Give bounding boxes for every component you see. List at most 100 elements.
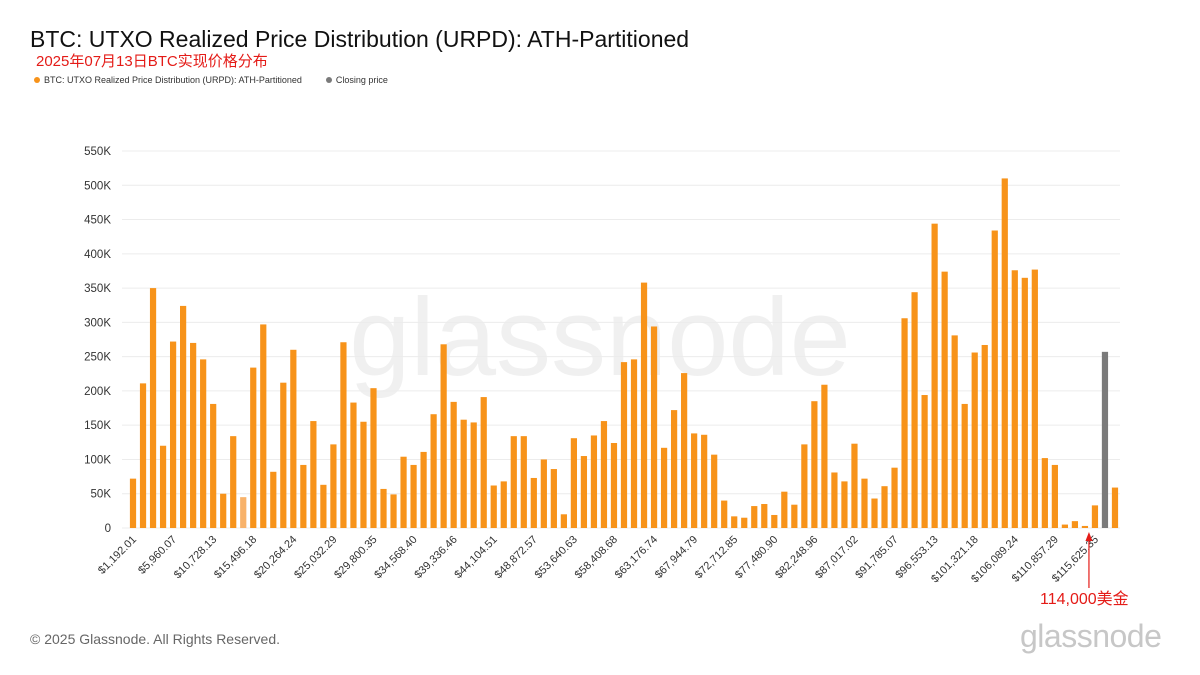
bar[interactable] xyxy=(560,514,567,528)
bar[interactable] xyxy=(691,433,698,528)
bar[interactable] xyxy=(620,362,628,528)
bar[interactable] xyxy=(490,485,497,528)
bar[interactable] xyxy=(470,422,477,528)
bar[interactable] xyxy=(200,359,207,528)
bar[interactable] xyxy=(1111,487,1119,528)
bar[interactable] xyxy=(320,484,327,528)
bar[interactable] xyxy=(1091,505,1099,528)
bar[interactable] xyxy=(991,230,998,528)
bar[interactable] xyxy=(801,444,808,528)
bar[interactable] xyxy=(580,456,588,528)
bar[interactable] xyxy=(961,403,968,528)
legend-item-urpd[interactable]: BTC: UTXO Realized Price Distribution (U… xyxy=(34,75,302,85)
bar[interactable] xyxy=(350,402,357,528)
bar[interactable] xyxy=(260,324,267,528)
bar[interactable] xyxy=(1021,277,1028,528)
bar[interactable] xyxy=(159,445,167,528)
bar[interactable] xyxy=(610,443,618,528)
bar[interactable] xyxy=(480,397,487,528)
bar[interactable] xyxy=(951,335,958,528)
bar[interactable] xyxy=(781,491,788,528)
bar[interactable] xyxy=(881,486,888,528)
bar[interactable] xyxy=(270,471,277,528)
bar[interactable] xyxy=(751,506,758,528)
bar[interactable] xyxy=(721,500,728,528)
closing-price-bar[interactable] xyxy=(1101,351,1109,528)
bar[interactable] xyxy=(971,352,978,528)
bar[interactable] xyxy=(310,421,317,528)
bar[interactable] xyxy=(590,435,598,528)
bar[interactable] xyxy=(911,292,918,528)
bar[interactable] xyxy=(861,478,868,528)
bar[interactable] xyxy=(129,478,137,528)
bar[interactable] xyxy=(1031,269,1038,528)
bar[interactable] xyxy=(1001,178,1008,528)
bar[interactable] xyxy=(380,488,387,528)
bar[interactable] xyxy=(1041,458,1048,528)
bar[interactable] xyxy=(901,318,908,528)
bar[interactable] xyxy=(440,344,447,528)
bar[interactable] xyxy=(650,326,658,528)
bar[interactable] xyxy=(851,443,858,528)
bar[interactable] xyxy=(1071,521,1079,528)
bar[interactable] xyxy=(741,517,748,528)
bar-highlighted[interactable] xyxy=(240,497,247,528)
bar[interactable] xyxy=(1051,464,1058,528)
bar[interactable] xyxy=(640,282,648,528)
bar[interactable] xyxy=(771,514,778,528)
bar[interactable] xyxy=(450,401,457,528)
bar[interactable] xyxy=(300,464,307,528)
bar[interactable] xyxy=(510,436,517,528)
bar[interactable] xyxy=(731,516,738,528)
bar[interactable] xyxy=(941,271,948,528)
bar[interactable] xyxy=(400,456,407,528)
legend-item-closing-price[interactable]: Closing price xyxy=(325,75,388,85)
bar[interactable] xyxy=(811,401,818,528)
bar[interactable] xyxy=(290,349,297,528)
bar[interactable] xyxy=(360,421,367,528)
bar[interactable] xyxy=(210,403,217,528)
bar[interactable] xyxy=(570,438,578,528)
bar[interactable] xyxy=(430,414,437,528)
bar[interactable] xyxy=(340,342,347,528)
bar[interactable] xyxy=(931,223,938,528)
bar[interactable] xyxy=(180,305,187,528)
bar[interactable] xyxy=(390,494,397,528)
bar[interactable] xyxy=(981,344,988,528)
bar[interactable] xyxy=(520,436,527,528)
bar[interactable] xyxy=(540,459,547,528)
bar[interactable] xyxy=(1011,270,1018,528)
bar[interactable] xyxy=(701,434,708,528)
bar[interactable] xyxy=(550,469,557,528)
bar[interactable] xyxy=(250,367,257,528)
bar[interactable] xyxy=(410,464,417,528)
bar[interactable] xyxy=(1061,524,1068,528)
bar[interactable] xyxy=(831,472,838,528)
bar[interactable] xyxy=(600,421,608,528)
bar[interactable] xyxy=(220,493,227,528)
bar[interactable] xyxy=(841,481,848,528)
bar[interactable] xyxy=(500,481,507,528)
bar[interactable] xyxy=(821,384,828,528)
bar[interactable] xyxy=(791,504,798,528)
bar[interactable] xyxy=(169,341,177,528)
bar[interactable] xyxy=(370,388,377,528)
bar[interactable] xyxy=(230,436,237,528)
bar[interactable] xyxy=(891,467,898,528)
bar[interactable] xyxy=(280,382,287,528)
bar[interactable] xyxy=(630,359,638,528)
bar[interactable] xyxy=(530,477,537,528)
bar[interactable] xyxy=(149,288,157,528)
bar[interactable] xyxy=(460,419,467,528)
bar[interactable] xyxy=(711,454,718,528)
bar[interactable] xyxy=(139,383,147,528)
bar[interactable] xyxy=(670,410,678,528)
bar[interactable] xyxy=(660,447,668,528)
bar[interactable] xyxy=(921,395,928,528)
bar[interactable] xyxy=(330,444,337,528)
bar[interactable] xyxy=(420,451,427,528)
bar[interactable] xyxy=(190,342,197,528)
bar[interactable] xyxy=(681,373,688,528)
bar[interactable] xyxy=(761,504,768,528)
bar[interactable] xyxy=(871,498,878,528)
